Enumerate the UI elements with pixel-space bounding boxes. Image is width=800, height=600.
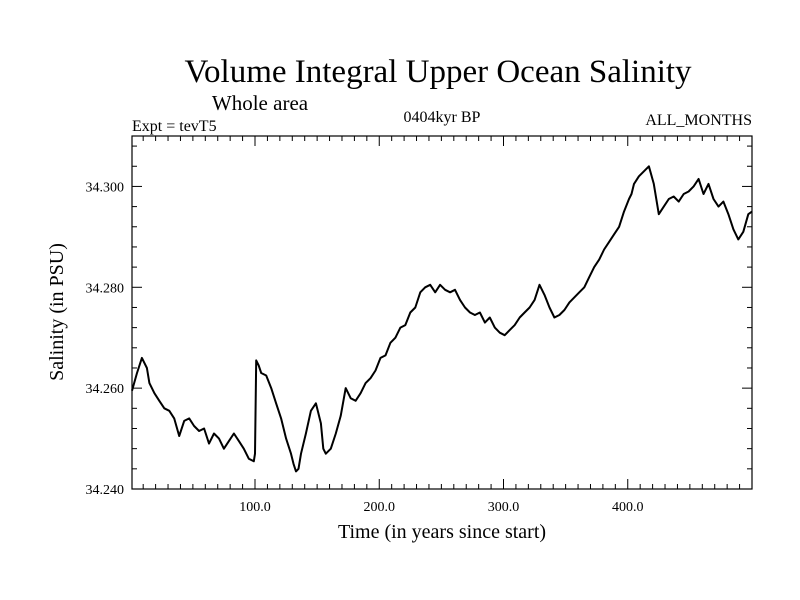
- chart-subtitle: Whole area: [212, 91, 309, 115]
- axis-ticks: [132, 136, 752, 489]
- salinity-series-line: [131, 165, 753, 473]
- x-tick-label: 100.0: [239, 500, 271, 515]
- y-axis-title: Salinity (in PSU): [46, 243, 68, 381]
- experiment-label: Expt = tevT5: [132, 118, 217, 135]
- plot-frame: [131, 135, 753, 490]
- axis-tick-labels: 100.0 200.0 300.0 400.0 34.240 34.260 34.280 34…: [86, 180, 644, 515]
- y-tick-label: 34.260: [86, 382, 125, 397]
- y-tick-label: 34.280: [86, 281, 125, 296]
- chart-title: Volume Integral Upper Ocean Salinity: [184, 54, 692, 90]
- period-label: 0404kyr BP: [404, 109, 481, 126]
- x-tick-label: 400.0: [612, 500, 644, 515]
- x-axis-title: Time (in years since start): [338, 521, 546, 543]
- y-tick-label: 34.240: [86, 483, 125, 498]
- y-tick-label: 34.300: [86, 180, 125, 195]
- x-tick-label: 200.0: [364, 500, 396, 515]
- x-tick-label: 300.0: [488, 500, 520, 515]
- months-label: ALL_MONTHS: [645, 112, 752, 129]
